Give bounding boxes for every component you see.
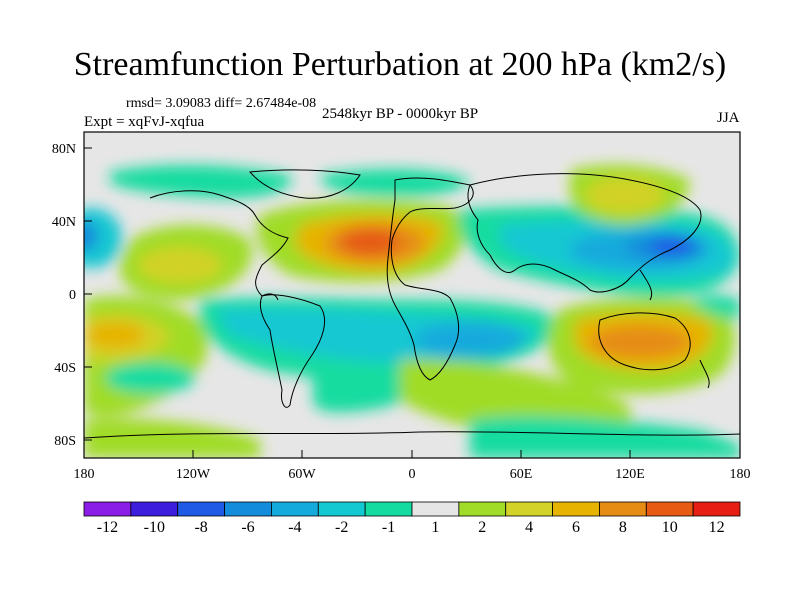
experiment-label: Expt = xqFvJ-xqfua <box>84 114 205 130</box>
rmsd-stats: rmsd= 3.09083 diff= 2.67484e-08 <box>126 96 317 111</box>
colorbar-label: 8 <box>619 519 627 536</box>
colorbar-labels: -12 -10 -8 -6 -4 -2 -1 1 2 4 6 8 10 12 <box>97 519 725 536</box>
colorbar-label: -1 <box>382 519 395 536</box>
colorbar-label: -2 <box>335 519 348 536</box>
colorbar-label: -4 <box>288 519 301 536</box>
lon-tick-120w: 120W <box>176 467 211 482</box>
lon-tick-180-left: 180 <box>74 467 95 482</box>
lon-tick-180-right: 180 <box>730 467 751 482</box>
colorbar-swatch <box>364 501 413 517</box>
colorbar-label: -12 <box>97 519 118 536</box>
lat-tick-80n: 80N <box>52 142 76 157</box>
colorbar-swatch <box>505 501 553 517</box>
colorbar-swatch <box>692 501 741 517</box>
lon-tick-60e: 60E <box>510 467 533 482</box>
lat-tick-80s: 80S <box>54 434 76 449</box>
colorbar-swatch <box>411 501 460 517</box>
period-label: 2548kyr BP - 0000kyr BP <box>322 106 479 122</box>
lat-tick-40s: 40S <box>54 361 76 376</box>
lat-tick-40n: 40N <box>52 215 76 230</box>
lon-tick-60w: 60W <box>288 467 316 482</box>
colorbar-label: 2 <box>478 519 486 536</box>
colorbar <box>83 501 741 517</box>
colorbar-swatch <box>552 501 600 517</box>
colorbar-label: 10 <box>662 519 678 536</box>
colorbar-swatch <box>599 501 647 517</box>
coastlines <box>84 169 740 439</box>
colorbar-swatch <box>130 501 179 517</box>
lat-tick-0: 0 <box>69 288 76 303</box>
chart-title: Streamfunction Perturbation at 200 hPa (… <box>73 46 727 83</box>
axis-ticks <box>83 147 741 458</box>
colorbar-swatch <box>224 501 272 517</box>
field-layer <box>84 132 740 458</box>
colorbar-swatch <box>317 501 366 517</box>
lon-tick-120e: 120E <box>615 467 645 482</box>
lon-tick-0: 0 <box>409 467 416 482</box>
colorbar-label: 6 <box>572 519 580 536</box>
colorbar-label: 12 <box>709 519 725 536</box>
season-label: JJA <box>717 110 740 126</box>
colorbar-label: 1 <box>431 519 439 536</box>
colorbar-label: -6 <box>241 519 254 536</box>
colorbar-label: -10 <box>144 519 165 536</box>
colorbar-label: -8 <box>194 519 207 536</box>
colorbar-swatch <box>177 501 225 517</box>
colorbar-swatch <box>83 501 132 517</box>
colorbar-swatch <box>458 501 507 517</box>
colorbar-label: 4 <box>525 519 533 536</box>
colorbar-swatch <box>645 501 694 517</box>
colorbar-swatch <box>271 501 319 517</box>
